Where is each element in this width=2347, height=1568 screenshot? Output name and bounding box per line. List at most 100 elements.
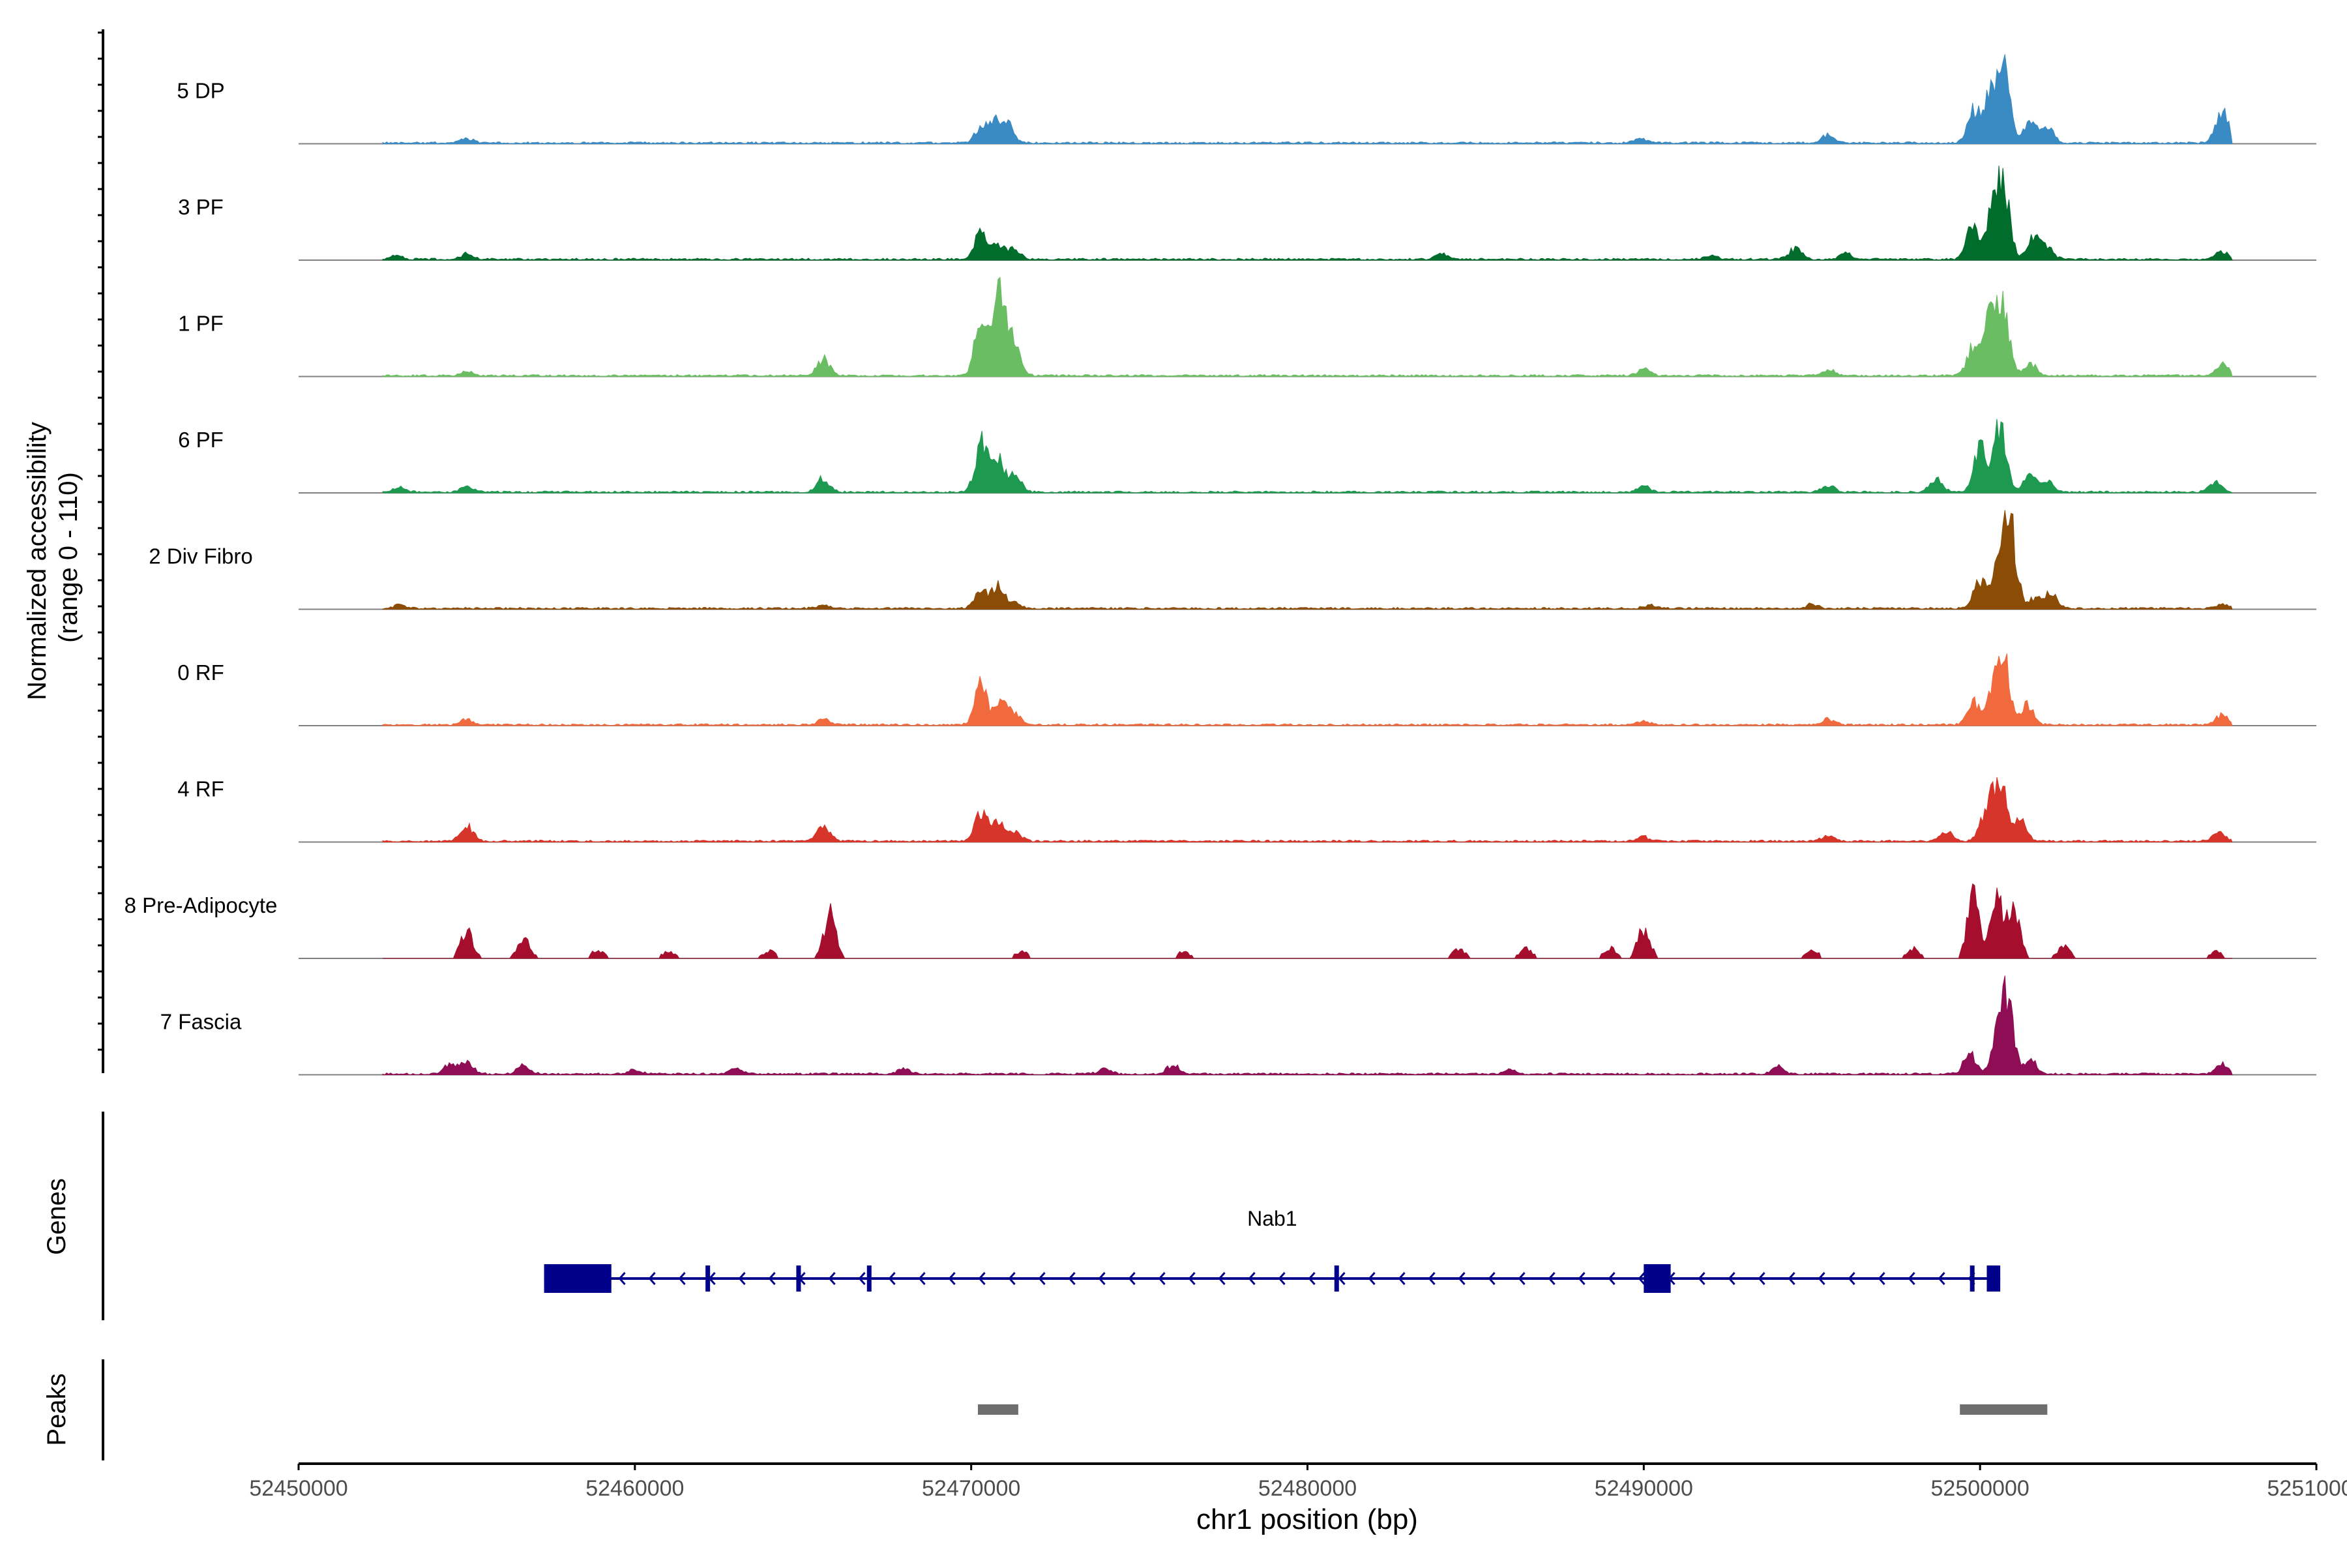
coverage-area [382,419,2234,494]
track-label: 7 Fascia [160,1010,242,1034]
gene-exon [1970,1265,1975,1292]
peaks-panel-label: Peaks [42,1373,71,1445]
strand-arrow [918,1272,926,1285]
strand-arrow [1428,1272,1436,1285]
track-1: 5 DP [177,54,2316,145]
coverage-area [382,276,2233,377]
strand-arrow [1218,1272,1226,1285]
peak-regions [977,1404,2048,1415]
track-label: 5 DP [177,79,224,103]
track-3: 1 PF [178,276,2316,377]
gene-exon [544,1264,612,1293]
genes-panel-label: Genes [42,1178,71,1255]
gene-name-label: Nab1 [1247,1207,1297,1230]
strand-arrow [1278,1272,1286,1285]
y-axis-label: Normalized accessibility (range 0 - 110) [23,415,83,700]
gene-exon [796,1265,801,1292]
strand-arrow [1548,1272,1556,1285]
strand-arrow [858,1272,866,1285]
track-9: 7 Fascia [160,975,2316,1076]
gene-exon [1986,1265,2001,1292]
coverage-area [382,510,2233,610]
strand-arrow [1578,1272,1586,1285]
strand-arrow [618,1272,626,1285]
gene-exon [866,1265,872,1292]
strand-arrow [678,1272,686,1285]
peaks-panel: Peaks [42,1359,2048,1460]
track-6: 0 RF [177,653,2316,726]
x-tick-label: 52470000 [922,1476,1020,1501]
x-tick-label: 52450000 [249,1476,347,1501]
track-label: 2 Div Fibro [149,544,253,569]
coverage-y-ticks [98,31,103,1051]
strand-arrow [1068,1272,1076,1285]
strand-arrow [1908,1272,1915,1285]
strand-arrow [1098,1272,1106,1285]
strand-arrow [1938,1272,1945,1285]
y-axis-label-line2: (range 0 - 110) [54,472,83,643]
strand-arrow [1338,1272,1346,1285]
gene-exon [705,1265,711,1292]
strand-arrow [1158,1272,1166,1285]
strand-arrow [1698,1272,1705,1285]
strand-arrow [828,1272,836,1285]
coverage-area [382,975,2233,1076]
track-label: 6 PF [178,428,224,452]
x-tick-label: 52480000 [1258,1476,1357,1501]
coverage-tracks: 5 DP 3 PF 1 PF 6 PF 2 Div Fibro 0 RF 4 RF 8 Pre… [125,54,2316,1076]
x-axis-ticks: 52450000 52460000 52470000 52480000 52490000… [249,1464,2347,1501]
strand-arrow [888,1272,896,1285]
peak-region [1960,1404,2048,1415]
genes-panel: Genes Nab1 [42,1112,2001,1320]
track-8: 8 Pre-Adipocyte [125,883,2316,959]
track-5: 2 Div Fibro [149,510,2316,610]
coverage-y-axis [98,29,104,1073]
track-4: 6 PF [178,419,2316,494]
strand-arrow [1128,1272,1136,1285]
track-7: 4 RF [177,777,2316,843]
strand-arrow [1728,1272,1735,1285]
strand-arrow [1488,1272,1496,1285]
coverage-area [382,54,2233,145]
strand-arrow [648,1272,656,1285]
x-axis-label: chr1 position (bp) [1196,1503,1418,1535]
coverage-area [382,653,2233,726]
strand-arrow [1188,1272,1196,1285]
strand-arrow [1878,1272,1885,1285]
strand-arrow [1248,1272,1256,1285]
track-label: 3 PF [178,195,224,219]
gene-model-nab1 [544,1264,2001,1293]
track-2: 3 PF [178,166,2316,261]
strand-arrow [738,1272,746,1285]
y-axis-label-line1: Normalized accessibility [23,422,52,700]
x-tick-label: 52510000 [2267,1476,2347,1501]
strand-arrow [1608,1272,1616,1285]
track-label: 0 RF [177,660,224,685]
strand-arrow [948,1272,956,1285]
x-tick-label: 52500000 [1931,1476,2030,1501]
track-label: 1 PF [178,312,224,336]
x-axis: 52450000 52460000 52470000 52480000 52490000… [249,1462,2347,1535]
x-tick-label: 52460000 [585,1476,684,1501]
strand-arrow [1788,1272,1795,1285]
gene-exon [1644,1264,1671,1293]
x-tick-label: 52490000 [1595,1476,1693,1501]
track-label: 4 RF [177,777,224,801]
strand-arrow [1638,1272,1646,1285]
strand-arrow [1308,1272,1316,1285]
coverage-area [383,883,2232,959]
strand-arrow [1458,1272,1466,1285]
strand-arrow [1818,1272,1825,1285]
coverage-area [382,166,2233,261]
peak-region [977,1404,1018,1415]
coverage-area [382,777,2233,843]
strand-arrow [768,1272,776,1285]
strand-arrow [1038,1272,1046,1285]
strand-arrow [1398,1272,1406,1285]
strand-arrow [978,1272,986,1285]
gene-exon [1334,1265,1339,1292]
strand-arrow [1368,1272,1376,1285]
strand-arrow [1848,1272,1855,1285]
